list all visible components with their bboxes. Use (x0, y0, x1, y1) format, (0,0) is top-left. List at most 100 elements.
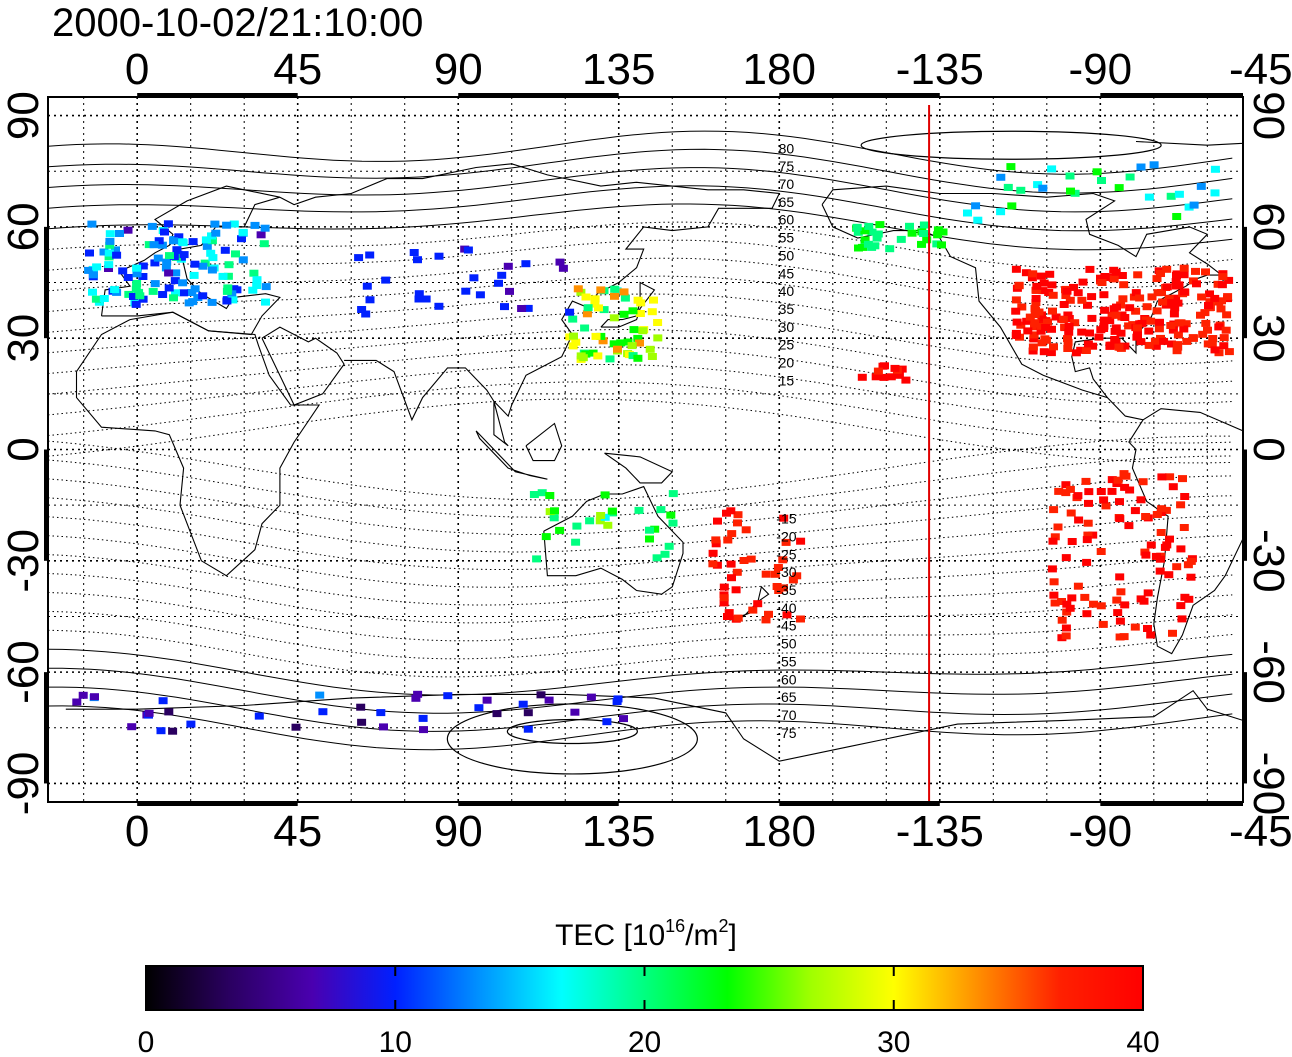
tec-cell (99, 248, 109, 256)
tec-cell (1036, 272, 1046, 280)
coastline (279, 163, 781, 422)
lon-tick-bottom: 180 (743, 807, 816, 856)
lon-tick-top: 90 (434, 45, 483, 94)
tec-cell (161, 264, 171, 272)
tec-cell (469, 274, 479, 282)
tec-cell (1210, 165, 1220, 173)
lat-tick-left: -60 (0, 640, 48, 704)
tec-cell (1130, 507, 1140, 515)
tec-cell (163, 220, 173, 228)
tec-cell (357, 718, 367, 726)
tec-cell (1131, 307, 1141, 315)
tec-cell (1101, 502, 1111, 510)
tec-cell (376, 709, 386, 717)
tec-cell (647, 308, 657, 316)
tec-cell (92, 263, 102, 271)
tec-cell (1016, 186, 1026, 194)
tec-cell (653, 319, 663, 326)
tec-cell (878, 362, 888, 370)
tec-cell (727, 574, 736, 582)
tec-cell (414, 295, 424, 303)
tec-cell (572, 522, 582, 530)
tec-cell (123, 274, 133, 281)
tec-cell (187, 289, 197, 296)
tec-cell (1152, 511, 1162, 518)
lat-tick-right: -90 (1244, 752, 1292, 816)
tec-cell (517, 305, 527, 312)
tec-cell (609, 340, 619, 348)
colorbar-tick-label: 20 (628, 1026, 661, 1057)
tec-cell (365, 251, 375, 259)
tec-cell (1159, 337, 1169, 345)
coastline (821, 204, 1243, 655)
tec-cell (1039, 348, 1049, 356)
tec-cell (1053, 523, 1063, 531)
tec-cell (1029, 335, 1039, 343)
tec-cell (1210, 294, 1220, 302)
tec-cell (228, 296, 238, 304)
tec-cell (1182, 337, 1192, 345)
tec-cell (1071, 349, 1081, 357)
tec-cell (252, 282, 262, 289)
tec-cell (1147, 293, 1157, 301)
coastline (543, 485, 684, 595)
tec-cell (1082, 536, 1092, 544)
tec-cell (581, 293, 591, 301)
tec-cell (1014, 281, 1024, 289)
tec-cell (206, 249, 216, 257)
lat-tick-right: 60 (1244, 202, 1292, 251)
coastline (75, 311, 321, 577)
tec-cell (90, 693, 99, 701)
maglat-label: -70 (776, 707, 796, 723)
tec-cell (1224, 276, 1234, 284)
tec-cell (1088, 531, 1098, 539)
tec-cell (105, 230, 115, 238)
timestamp-title: 2000-10-02/21:10:00 (52, 1, 423, 45)
tec-cell (1031, 299, 1041, 306)
lon-tick-bottom: 0 (125, 807, 149, 856)
tec-cell (726, 560, 736, 568)
tec-cell (1188, 334, 1198, 342)
tec-cell (1133, 271, 1143, 279)
maglat-label: -40 (776, 600, 796, 616)
tec-cell (223, 272, 233, 280)
tec-cell (1096, 548, 1106, 555)
tec-cell (1197, 293, 1207, 301)
lat-tick-left: 60 (0, 202, 48, 251)
tec-cell (558, 264, 568, 272)
coastline (604, 452, 674, 484)
maglat-contour (48, 475, 1233, 535)
tec-cell (1164, 571, 1174, 579)
tec-cell (596, 332, 606, 340)
tec-cell (482, 696, 492, 704)
tec-cell (252, 276, 262, 284)
maglat-label: -75 (776, 725, 796, 741)
tec-cell (1038, 287, 1048, 295)
tec-cell (179, 251, 189, 259)
maglat-label: 30 (779, 319, 795, 335)
maglat-label: 55 (779, 230, 795, 246)
tec-cell (1066, 509, 1076, 517)
lon-tick-bottom: 135 (582, 807, 655, 856)
tec-cell (890, 364, 900, 372)
tec-cell (164, 708, 174, 716)
tec-cell (1196, 182, 1206, 190)
tec-cell (1180, 493, 1190, 500)
tec-cell (1063, 338, 1073, 346)
tec-cell (138, 273, 148, 280)
tec-observations (72, 161, 1234, 735)
tec-cell (518, 700, 528, 708)
tec-cell (708, 560, 718, 568)
tec-cell (413, 256, 422, 264)
tec-cell (1094, 333, 1104, 341)
frame-tick-bars (44, 93, 1247, 806)
tec-cell (1083, 301, 1092, 309)
maglat-contour (48, 573, 1233, 624)
tec-cell (723, 536, 733, 544)
tec-cell (565, 308, 575, 316)
tec-cell (148, 287, 158, 295)
frame-bar-bottom (458, 801, 619, 806)
tec-cell (1030, 311, 1040, 319)
tec-cell (1061, 481, 1071, 489)
tec-cell (778, 556, 788, 564)
